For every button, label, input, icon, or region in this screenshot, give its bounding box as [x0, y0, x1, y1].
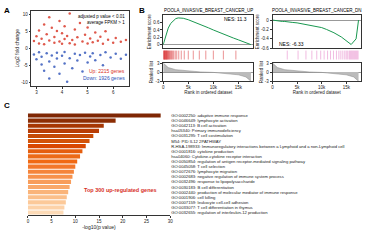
svg-text:0: 0	[25, 46, 28, 51]
svg-text:GO:0032496: response to lipopo: GO:0032496: response to lipopolysacchari…	[171, 179, 255, 184]
svg-text:Log2 fold change: Log2 fold change	[14, 29, 20, 68]
svg-text:GO:0033077: T cell differentia: GO:0033077: T cell differentiation in th…	[171, 205, 252, 210]
svg-text:Ranked list: Ranked list	[149, 60, 154, 83]
svg-text:GO:0001906: cell killing: GO:0001906: cell killing	[171, 195, 216, 200]
svg-text:GO:0002250: adaptive immune re: GO:0002250: adaptive immune response	[171, 113, 248, 118]
svg-text:3: 3	[35, 90, 38, 95]
svg-text:5k: 5k	[186, 85, 192, 90]
svg-text:5: 5	[86, 90, 89, 95]
svg-text:6: 6	[112, 90, 115, 95]
svg-text:NES: 11.3: NES: 11.3	[224, 16, 247, 22]
svg-text:3: 3	[157, 61, 160, 66]
svg-text:-3: -3	[265, 79, 269, 84]
svg-text:Up: 2215 genes: Up: 2215 genes	[89, 68, 125, 74]
svg-text:hsa04060: Cytokine-cytokine re: hsa04060: Cytokine-cytokine receptor int…	[171, 154, 262, 159]
svg-text:GO:0001816: cytokine productio: GO:0001816: cytokine production	[171, 149, 234, 154]
svg-text:0: 0	[162, 85, 165, 90]
svg-text:0: 0	[27, 219, 30, 224]
svg-text:5: 5	[50, 219, 53, 224]
svg-text:POOLA_INVASIVE_BREAST_CANCER_U: POOLA_INVASIVE_BREAST_CANCER_UP	[164, 8, 253, 13]
svg-text:GO:0050854: regulation of anti: GO:0050854: regulation of antigen recept…	[171, 159, 306, 164]
svg-text:0: 0	[271, 85, 274, 90]
svg-text:-0.4: -0.4	[261, 36, 269, 41]
svg-text:Enrichment score: Enrichment score	[147, 14, 152, 50]
svg-text:-log10(p value): -log10(p value)	[82, 224, 116, 230]
svg-text:GO:0002683: negative regulatio: GO:0002683: negative regulation of immun…	[171, 174, 284, 179]
svg-text:GO:0072676: lymphocyte migrati: GO:0072676: lymphocyte migration	[171, 169, 238, 174]
svg-text:0: 0	[157, 42, 160, 47]
svg-text:GO:0031295: T cell costimulati: GO:0031295: T cell costimulation	[171, 133, 233, 138]
svg-text:-0.2: -0.2	[261, 27, 269, 32]
svg-text:GO:0007159: leukocyte cell-cel: GO:0007159: leukocyte cell-cell adhesion	[171, 200, 249, 205]
svg-text:Top 300 up-regulated genes: Top 300 up-regulated genes	[84, 187, 157, 193]
svg-text:10: 10	[23, 12, 29, 17]
svg-text:10: 10	[73, 219, 79, 224]
svg-text:M54: PID IL12 2PATHWAY: M54: PID IL12 2PATHWAY	[171, 139, 221, 144]
svg-text:adjusted p value < 0.01: adjusted p value < 0.01	[78, 14, 125, 19]
svg-text:0: 0	[266, 70, 269, 75]
svg-text:10k: 10k	[210, 85, 218, 90]
svg-text:B: B	[139, 6, 145, 15]
svg-text:5k: 5k	[295, 85, 301, 90]
svg-text:Ranked list: Ranked list	[259, 60, 264, 83]
svg-text:A: A	[4, 6, 10, 15]
svg-text:GO:0042113: B cell activation: GO:0042113: B cell activation	[171, 123, 227, 128]
svg-text:C: C	[4, 101, 10, 110]
svg-text:-5: -5	[24, 63, 28, 68]
svg-text:average FPKM > 1: average FPKM > 1	[87, 20, 125, 25]
svg-text:0.2: 0.2	[153, 35, 160, 40]
svg-text:10k: 10k	[318, 85, 326, 90]
svg-text:Down: 1926 genes: Down: 1926 genes	[83, 75, 125, 81]
svg-text:-3: -3	[155, 79, 159, 84]
svg-text:0: 0	[266, 18, 269, 23]
svg-text:-10: -10	[21, 80, 28, 85]
svg-text:0: 0	[157, 70, 160, 75]
svg-text:0.4: 0.4	[153, 28, 160, 33]
svg-text:Enrichment score: Enrichment score	[255, 14, 260, 50]
svg-text:4: 4	[61, 90, 64, 95]
svg-text:15k: 15k	[343, 85, 351, 90]
svg-text:20: 20	[120, 219, 126, 224]
svg-text:R-HSA-198933: Immunoregulatory: R-HSA-198933: Immunoregulatory interacti…	[171, 144, 344, 149]
svg-text:3: 3	[266, 61, 269, 66]
svg-text:5: 5	[25, 29, 28, 34]
svg-text:GO:0046649: lymphocyte activat: GO:0046649: lymphocyte activation	[171, 118, 238, 123]
svg-text:GO:0045058: T cell selection: GO:0045058: T cell selection	[171, 164, 226, 169]
svg-text:Rank in ordered dataset: Rank in ordered dataset	[184, 90, 233, 95]
svg-text:GO:0030183: B cell differentia: GO:0030183: B cell differentiation	[171, 184, 234, 189]
svg-text:Rank in ordered dataset: Rank in ordered dataset	[293, 90, 342, 95]
svg-text:25: 25	[144, 219, 150, 224]
svg-text:POOLA_INVASIVE_BREAST_CANCER_D: POOLA_INVASIVE_BREAST_CANCER_DN	[272, 8, 361, 13]
svg-text:NES: -6.33: NES: -6.33	[279, 41, 304, 47]
svg-text:GO:0002440: production of mole: GO:0002440: production of molecular medi…	[171, 190, 298, 195]
svg-text:-0.6: -0.6	[261, 46, 269, 51]
svg-text:hsa05340: Primary immunodefici: hsa05340: Primary immunodeficiency	[171, 128, 242, 133]
svg-text:GO:0032655: regulation of inte: GO:0032655: regulation of interleukin-12…	[171, 210, 268, 215]
svg-text:30: 30	[168, 219, 174, 224]
svg-text:15: 15	[97, 219, 103, 224]
svg-text:15k: 15k	[235, 85, 243, 90]
svg-text:0.6: 0.6	[153, 20, 160, 25]
